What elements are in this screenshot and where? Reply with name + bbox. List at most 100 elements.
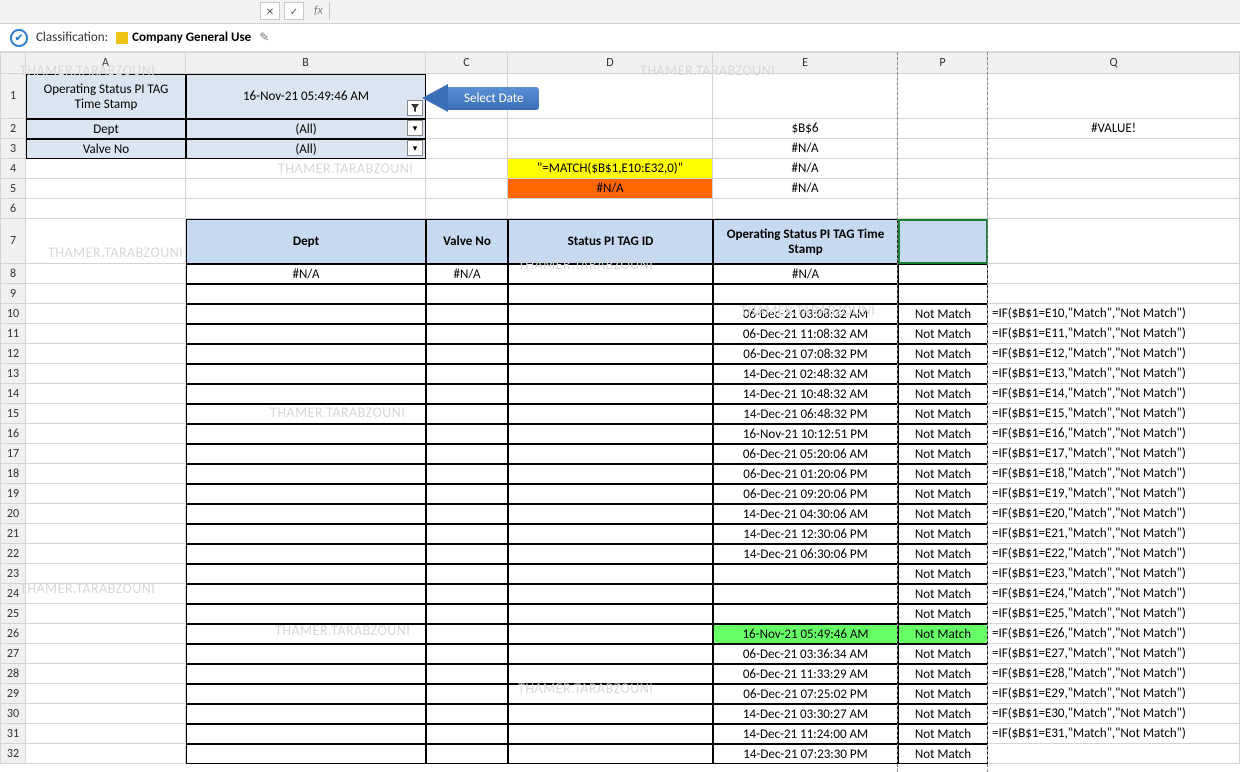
match-result-cell[interactable]: Not Match — [898, 464, 988, 484]
row-header[interactable]: 1 — [0, 74, 26, 119]
formula-cell[interactable] — [988, 744, 1240, 764]
edit-classification-icon[interactable]: ✎ — [259, 30, 269, 45]
timestamp-cell[interactable]: 14-Dec-21 06:30:06 PM — [713, 544, 898, 564]
cell[interactable] — [26, 724, 186, 744]
timestamp-cell[interactable] — [713, 604, 898, 624]
cell[interactable] — [186, 564, 426, 584]
header-label[interactable]: Valve No — [26, 139, 186, 159]
dropdown-icon[interactable]: ▾ — [407, 120, 423, 136]
cell[interactable] — [186, 344, 426, 364]
cell[interactable] — [508, 624, 713, 644]
header-label[interactable]: Dept — [26, 119, 186, 139]
cell[interactable] — [186, 304, 426, 324]
match-result-cell[interactable]: Not Match — [898, 584, 988, 604]
cell[interactable] — [713, 199, 898, 219]
formula-cell[interactable]: =IF($B$1=E10,"Match","Not Match") — [988, 304, 1240, 324]
header-value[interactable]: (All)▾ — [186, 139, 426, 159]
cell[interactable] — [426, 159, 508, 179]
cell[interactable] — [426, 404, 508, 424]
timestamp-cell[interactable]: 16-Nov-21 05:49:46 AM — [713, 624, 898, 644]
timestamp-cell[interactable]: 06-Dec-21 11:33:29 AM — [713, 664, 898, 684]
timestamp-cell[interactable]: 14-Dec-21 10:48:32 AM — [713, 384, 898, 404]
formula-cell[interactable]: =IF($B$1=E20,"Match","Not Match") — [988, 504, 1240, 524]
cell[interactable] — [26, 504, 186, 524]
cell[interactable] — [26, 199, 186, 219]
cell[interactable] — [426, 664, 508, 684]
cell-c8[interactable]: #N/A — [426, 264, 508, 284]
row-header[interactable]: 31 — [0, 724, 26, 744]
cell[interactable] — [426, 179, 508, 199]
cell-p1[interactable] — [898, 74, 988, 119]
cell[interactable] — [713, 284, 898, 304]
cell[interactable] — [426, 344, 508, 364]
match-result-cell[interactable]: Not Match — [898, 564, 988, 584]
timestamp-cell[interactable]: 14-Dec-21 07:23:30 PM — [713, 744, 898, 764]
formula-enter-button[interactable]: ✓ — [284, 2, 304, 20]
filter-icon[interactable] — [407, 100, 423, 116]
match-result-cell[interactable]: Not Match — [898, 644, 988, 664]
cell[interactable] — [508, 324, 713, 344]
select-all-corner[interactable] — [0, 52, 26, 74]
cell[interactable] — [898, 139, 988, 159]
cell[interactable] — [26, 344, 186, 364]
timestamp-cell[interactable] — [713, 564, 898, 584]
cell[interactable] — [26, 544, 186, 564]
cell[interactable] — [186, 464, 426, 484]
cell[interactable] — [508, 364, 713, 384]
cell[interactable] — [186, 444, 426, 464]
cell[interactable] — [508, 524, 713, 544]
formula-cell[interactable]: =IF($B$1=E25,"Match","Not Match") — [988, 604, 1240, 624]
cell[interactable] — [186, 404, 426, 424]
cell[interactable] — [186, 584, 426, 604]
cell[interactable] — [26, 464, 186, 484]
cell[interactable] — [26, 424, 186, 444]
cell[interactable] — [26, 564, 186, 584]
cell-d4[interactable]: "=MATCH($B$1,E10:E32,0)" — [508, 159, 713, 179]
cell[interactable] — [186, 159, 426, 179]
timestamp-cell[interactable]: 06-Dec-21 01:20:06 PM — [713, 464, 898, 484]
row-header[interactable]: 25 — [0, 604, 26, 624]
cell[interactable] — [426, 444, 508, 464]
cell[interactable] — [508, 199, 713, 219]
cell[interactable] — [508, 119, 713, 139]
cell[interactable] — [426, 384, 508, 404]
row-header[interactable]: 16 — [0, 424, 26, 444]
timestamp-cell[interactable]: 14-Dec-21 12:30:06 PM — [713, 524, 898, 544]
cell[interactable] — [26, 704, 186, 724]
cell[interactable] — [426, 364, 508, 384]
cell[interactable] — [186, 424, 426, 444]
match-result-cell[interactable]: Not Match — [898, 524, 988, 544]
cell-e1[interactable] — [713, 74, 898, 119]
cell[interactable] — [508, 704, 713, 724]
timestamp-cell[interactable]: 14-Dec-21 03:30:27 AM — [713, 704, 898, 724]
cell[interactable] — [26, 264, 186, 284]
formula-cell[interactable]: =IF($B$1=E29,"Match","Not Match") — [988, 684, 1240, 704]
row-header[interactable]: 29 — [0, 684, 26, 704]
cell[interactable] — [186, 504, 426, 524]
cell[interactable] — [186, 684, 426, 704]
match-result-cell[interactable]: Not Match — [898, 384, 988, 404]
table-header-valveno[interactable]: Valve No — [426, 219, 508, 264]
row-header[interactable]: 11 — [0, 324, 26, 344]
cell-d5[interactable]: #N/A — [508, 179, 713, 199]
match-result-cell[interactable]: Not Match — [898, 704, 988, 724]
formula-cell[interactable]: =IF($B$1=E18,"Match","Not Match") — [988, 464, 1240, 484]
cell[interactable] — [186, 524, 426, 544]
cell[interactable] — [508, 464, 713, 484]
row-header[interactable]: 15 — [0, 404, 26, 424]
cell-e4[interactable]: #N/A — [713, 159, 898, 179]
column-header[interactable]: P — [898, 52, 988, 74]
cell[interactable] — [988, 199, 1240, 219]
selected-header-cell[interactable] — [898, 219, 988, 264]
classification-value[interactable]: Company General Use — [116, 30, 251, 45]
cell[interactable] — [988, 219, 1240, 264]
row-header[interactable]: 23 — [0, 564, 26, 584]
column-header[interactable]: B — [186, 52, 426, 74]
cell[interactable] — [26, 524, 186, 544]
cell[interactable] — [898, 199, 988, 219]
match-result-cell[interactable]: Not Match — [898, 744, 988, 764]
cell[interactable] — [186, 664, 426, 684]
cell[interactable] — [186, 364, 426, 384]
cell[interactable] — [426, 544, 508, 564]
match-result-cell[interactable]: Not Match — [898, 344, 988, 364]
